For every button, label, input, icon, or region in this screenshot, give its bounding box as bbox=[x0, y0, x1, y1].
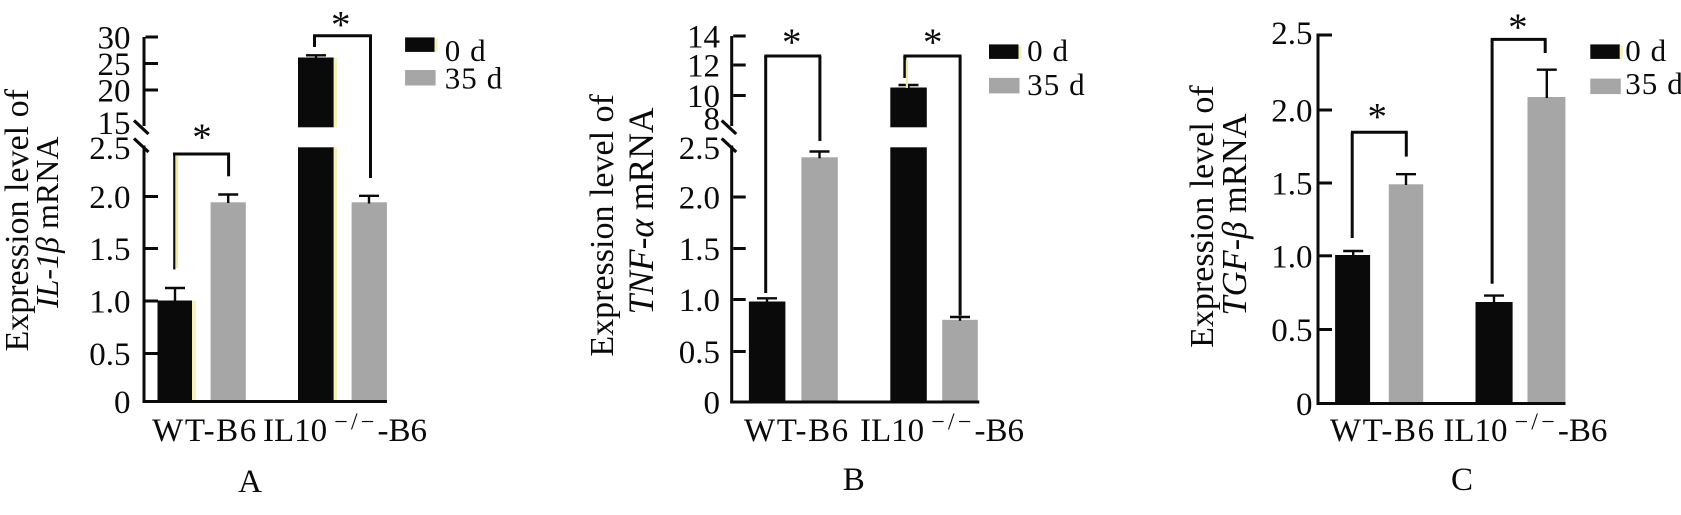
svg-text:*: * bbox=[192, 116, 212, 159]
svg-text:30: 30 bbox=[98, 21, 131, 57]
svg-text:1.0: 1.0 bbox=[89, 285, 130, 321]
svg-text:0.5: 0.5 bbox=[679, 335, 720, 371]
svg-text:IL10−/−-B6: IL10 −/−-B6 bbox=[263, 410, 427, 450]
svg-text:0: 0 bbox=[1296, 387, 1313, 423]
svg-text:12: 12 bbox=[687, 49, 720, 85]
svg-text:0: 0 bbox=[114, 385, 131, 421]
svg-text:0 d: 0 d bbox=[1027, 33, 1069, 68]
svg-text:*: * bbox=[331, 4, 351, 47]
svg-text:0.5: 0.5 bbox=[1271, 313, 1312, 349]
svg-text:Expression level of: Expression level of bbox=[584, 93, 621, 356]
svg-text:35 d: 35 d bbox=[445, 61, 504, 96]
svg-text:A: A bbox=[238, 464, 262, 500]
svg-text:WT-B6: WT-B6 bbox=[744, 413, 850, 449]
svg-text:0.5: 0.5 bbox=[89, 337, 130, 373]
svg-text:10: 10 bbox=[687, 79, 720, 115]
svg-text:2.0: 2.0 bbox=[1271, 94, 1312, 130]
svg-text:*: * bbox=[923, 21, 943, 64]
svg-text:C: C bbox=[1451, 462, 1473, 498]
svg-text:15: 15 bbox=[98, 106, 131, 142]
svg-text:2.0: 2.0 bbox=[679, 181, 720, 217]
svg-text:TNF-α mRNA: TNF-α mRNA bbox=[621, 107, 661, 314]
svg-text:2.0: 2.0 bbox=[89, 180, 130, 216]
svg-text:Expression level of: Expression level of bbox=[0, 88, 36, 351]
svg-text:WT-B6: WT-B6 bbox=[152, 413, 258, 449]
svg-text:8: 8 bbox=[704, 102, 721, 138]
svg-text:0 d: 0 d bbox=[445, 33, 487, 68]
svg-text:1.0: 1.0 bbox=[679, 283, 720, 319]
svg-text:1.5: 1.5 bbox=[89, 232, 130, 268]
svg-text:2.5: 2.5 bbox=[89, 131, 130, 167]
svg-text:B: B bbox=[843, 462, 865, 498]
svg-text:0: 0 bbox=[704, 386, 721, 422]
svg-text:*: * bbox=[1508, 6, 1528, 49]
svg-text:2.5: 2.5 bbox=[1271, 16, 1312, 52]
svg-text:IL-1β mRNA: IL-1β mRNA bbox=[29, 137, 65, 309]
svg-text:35 d: 35 d bbox=[1625, 66, 1681, 101]
svg-text:25: 25 bbox=[98, 47, 131, 83]
svg-text:20: 20 bbox=[98, 74, 131, 110]
svg-text:*: * bbox=[1367, 96, 1387, 139]
svg-text:2.5: 2.5 bbox=[679, 131, 720, 167]
svg-text:1.0: 1.0 bbox=[1271, 240, 1312, 276]
svg-text:Expression level of: Expression level of bbox=[1184, 85, 1221, 348]
svg-text:WT-B6: WT-B6 bbox=[1330, 413, 1436, 449]
svg-text:1.5: 1.5 bbox=[679, 232, 720, 268]
svg-text:1.5: 1.5 bbox=[1271, 167, 1312, 203]
svg-text:*: * bbox=[782, 21, 802, 64]
svg-text:14: 14 bbox=[687, 20, 720, 56]
svg-text:TGF-β mRNA: TGF-β mRNA bbox=[1216, 113, 1254, 315]
svg-text:0 d: 0 d bbox=[1625, 33, 1667, 68]
svg-text:35 d: 35 d bbox=[1027, 67, 1086, 102]
